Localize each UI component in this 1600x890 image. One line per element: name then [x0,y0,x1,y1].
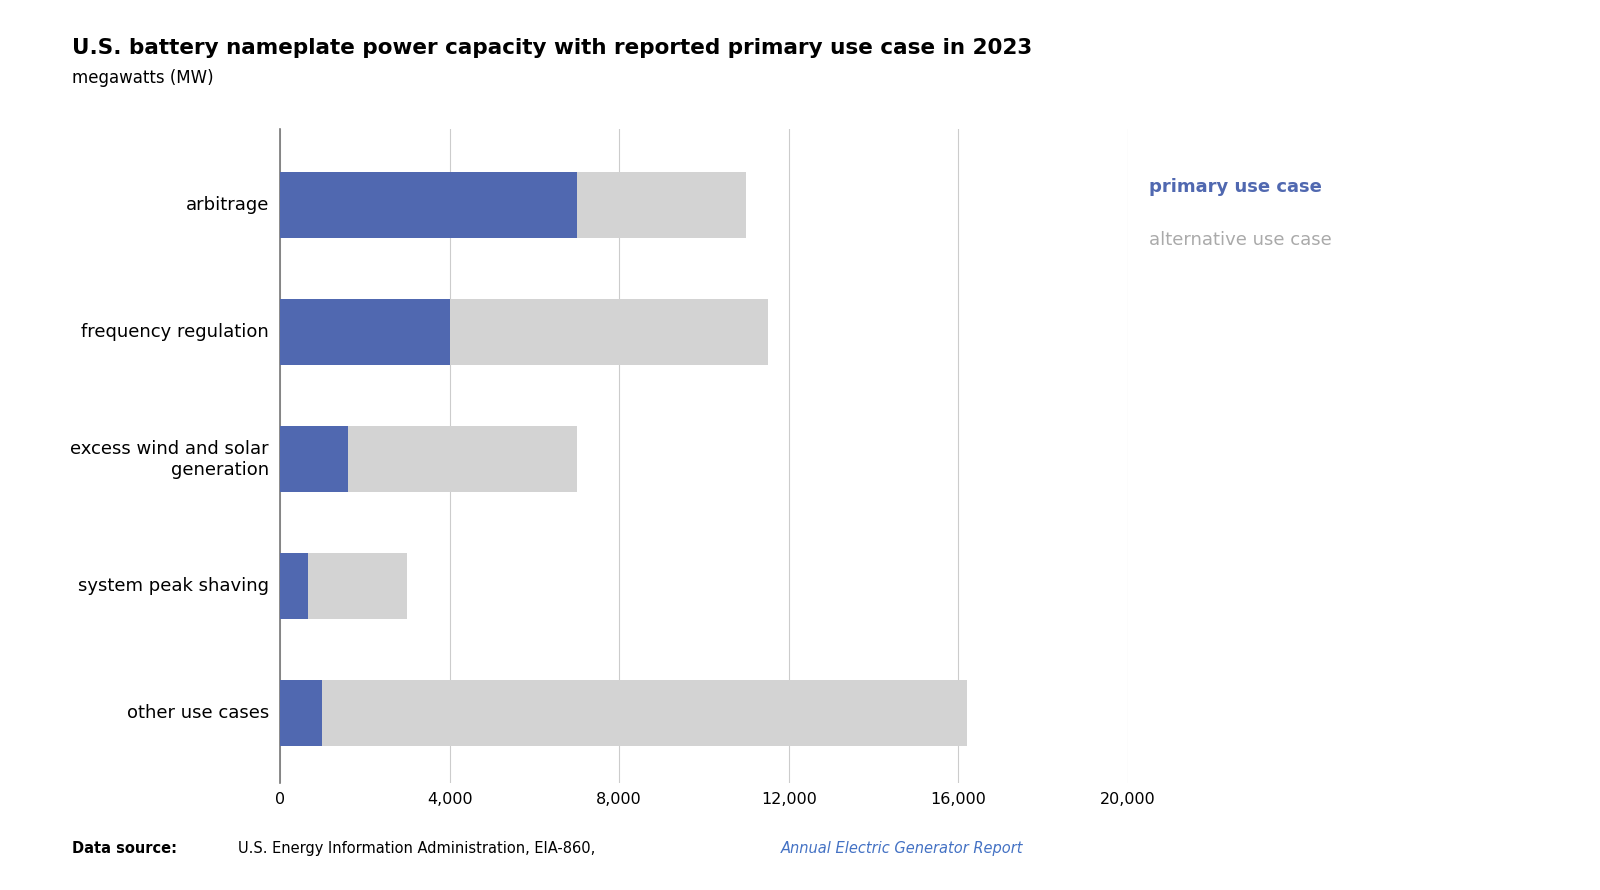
Bar [280,554,307,619]
Bar [280,173,746,239]
Text: Annual Electric Generator Report: Annual Electric Generator Report [781,841,1024,856]
Text: megawatts (MW): megawatts (MW) [72,69,214,87]
Bar [280,426,347,492]
Bar [280,680,322,747]
Text: primary use case: primary use case [1149,178,1322,196]
Text: U.S. battery nameplate power capacity with reported primary use case in 2023: U.S. battery nameplate power capacity wi… [72,38,1032,58]
Text: U.S. Energy Information Administration, EIA-860,: U.S. Energy Information Administration, … [238,841,600,856]
Bar [280,680,966,747]
Bar [280,554,406,619]
Text: alternative use case: alternative use case [1149,231,1331,249]
Bar [280,299,450,365]
Bar [280,299,768,365]
Text: Data source:: Data source: [72,841,178,856]
Bar [280,426,576,492]
Bar [280,173,576,239]
